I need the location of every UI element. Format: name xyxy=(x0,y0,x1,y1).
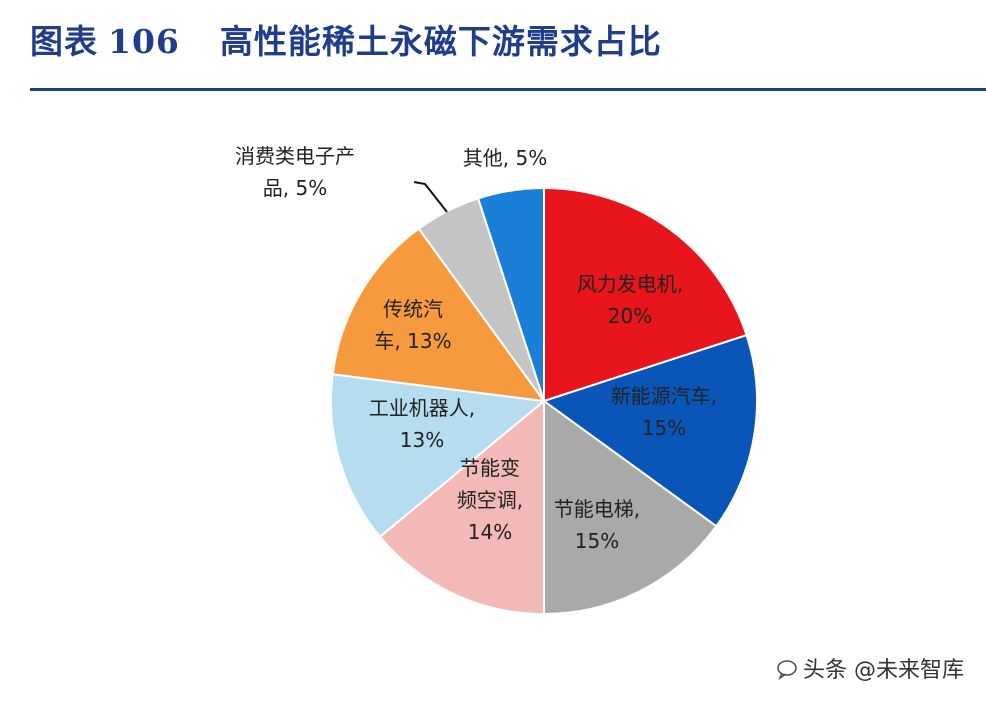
slice-label-7: 消费类电子产品, 5% xyxy=(235,144,355,200)
title-prefix: 图表 xyxy=(30,22,98,61)
slice-label-6: 传统汽车, 13% xyxy=(374,297,451,353)
chart-title: 图表 106 高性能稀土永磁下游需求占比 xyxy=(30,14,976,70)
slice-label-3: 节能电梯, 15% xyxy=(554,497,640,553)
slice-label-4: 节能变频空调, 14% xyxy=(457,456,523,544)
slice-label-1: 风力发电机, 20% xyxy=(577,272,683,328)
watermark-text: 头条 @未来智库 xyxy=(803,658,964,683)
watermark: 头条 @未来智库 xyxy=(777,652,964,684)
leader-line-7 xyxy=(413,181,448,213)
slice-label-2: 新能源汽车, 15% xyxy=(611,384,717,440)
title-divider xyxy=(30,88,986,91)
pie-slice-3 xyxy=(543,399,718,616)
pie-slice-8 xyxy=(476,186,545,402)
slice-label-5: 工业机器人, 13% xyxy=(369,396,475,452)
pie-slice-1 xyxy=(543,186,748,403)
pie-slice-2 xyxy=(541,333,758,528)
pie-slice-6 xyxy=(331,227,547,403)
chart-header: 图表 106 高性能稀土永磁下游需求占比 xyxy=(30,14,976,74)
pie-slice-4 xyxy=(378,398,545,616)
pie-slice-5 xyxy=(330,373,547,539)
slice-label-8: 其他, 5% xyxy=(463,146,547,170)
title-number: 106 xyxy=(108,22,180,61)
chat-icon xyxy=(777,660,797,680)
title-text: 高性能稀土永磁下游需求占比 xyxy=(219,22,662,61)
